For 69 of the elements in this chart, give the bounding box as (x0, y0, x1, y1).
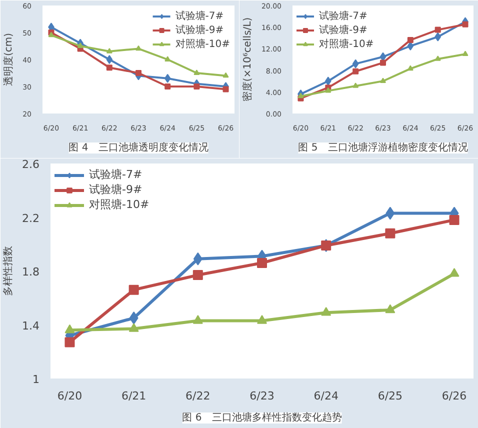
point (222, 72, 229, 78)
y-axis-title: 多样性指数 (2, 246, 14, 296)
point (77, 42, 84, 48)
legend-label: 试验塘-7# (319, 10, 368, 23)
legend-label: 试验塘-7# (89, 167, 142, 182)
point (386, 206, 395, 220)
point (164, 74, 171, 83)
point (128, 284, 139, 295)
point (380, 78, 386, 84)
point (321, 306, 332, 316)
y-tick-label: 2.6 (22, 158, 40, 171)
point (194, 84, 200, 90)
x-tick-label: 6/26 (442, 390, 467, 402)
point (257, 258, 267, 268)
point (462, 50, 468, 56)
point (298, 92, 304, 98)
x-tick-label: 6/25 (378, 390, 403, 402)
y-tick-label: 1.4 (22, 319, 40, 332)
legend-label: 对照塘-10# (175, 38, 230, 51)
legend-label: 试验塘-9# (175, 24, 224, 37)
point (434, 32, 442, 42)
point (385, 228, 396, 238)
point (325, 87, 332, 93)
x-tick-label: 6/20 (57, 390, 82, 402)
point (136, 45, 142, 51)
point (434, 56, 441, 61)
point (324, 76, 332, 86)
point (106, 48, 112, 54)
y-axis-title: 密度(×10⁶cells/L) (241, 17, 254, 102)
legend-label: 试验塘-9# (89, 182, 142, 197)
point (136, 70, 142, 76)
point (192, 315, 203, 324)
point (449, 214, 460, 225)
point (385, 304, 396, 314)
y-axis-title: 透明度(cm) (2, 32, 15, 86)
text: 图 6 三口池塘多样性指数变化趋势 (182, 412, 342, 424)
point (352, 82, 359, 88)
legend-label: 对照塘-10# (89, 197, 150, 212)
point (194, 70, 200, 75)
point (449, 268, 460, 277)
point (407, 37, 414, 44)
x-tick-label: 6/24 (314, 390, 338, 402)
point (462, 21, 468, 28)
x-tick-label: 6/22 (186, 390, 210, 402)
y-tick-label: 1 (32, 373, 40, 386)
point (164, 84, 171, 90)
point (352, 59, 359, 68)
point (64, 337, 75, 348)
text: 图 5 三口池塘浮游植物密度变化情况 (298, 142, 468, 154)
x-tick-label: 6/23 (250, 390, 274, 402)
point (64, 324, 75, 334)
point (128, 323, 139, 332)
point (222, 86, 229, 92)
text: 图 4 三口池塘透明度变化情况 (68, 142, 208, 154)
x-tick-label: 6/21 (121, 390, 146, 402)
y-tick-label: 2.2 (22, 212, 40, 225)
point (106, 55, 113, 64)
y-tick-label: 1.8 (22, 266, 40, 278)
legend-label: 试验塘-7# (175, 10, 224, 23)
point (434, 26, 441, 33)
point (193, 252, 202, 266)
point (192, 270, 203, 280)
point (257, 315, 267, 324)
point (352, 68, 359, 74)
legend-label: 试验塘-9# (319, 24, 368, 37)
point (129, 312, 138, 325)
point (106, 64, 112, 71)
point (380, 60, 386, 66)
legend-label: 对照塘-10# (319, 38, 374, 51)
